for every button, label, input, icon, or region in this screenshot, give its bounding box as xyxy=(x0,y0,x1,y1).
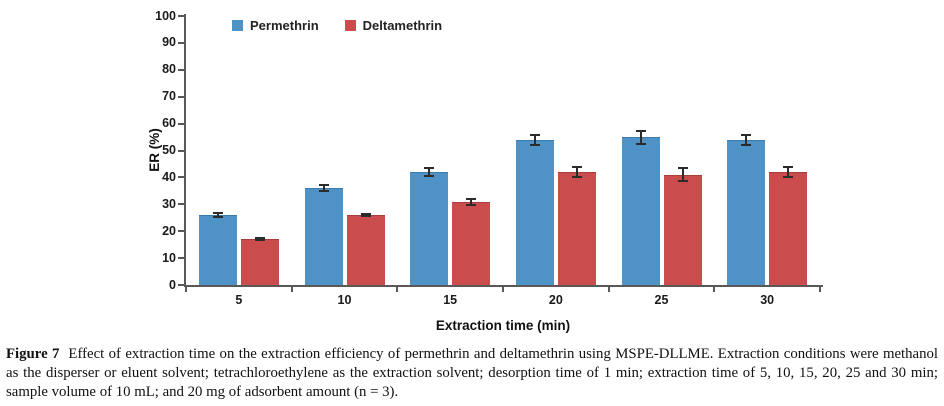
bar-permethrin-5 xyxy=(198,215,237,285)
error-bar-permethrin-15 xyxy=(424,167,435,177)
legend-item-permethrin: Permethrin xyxy=(232,18,319,33)
y-axis-tick xyxy=(178,68,184,71)
x-axis-tick xyxy=(607,287,610,292)
x-axis-tick xyxy=(502,287,504,292)
y-axis-tick xyxy=(178,284,184,286)
y-axis-tick-label: 50 xyxy=(162,143,176,157)
error-bar-permethrin-10 xyxy=(318,184,329,193)
x-axis-line xyxy=(184,285,823,287)
y-axis-tick-label: 10 xyxy=(162,250,176,265)
x-axis-tick xyxy=(819,287,821,292)
y-axis-tick-label: 40 xyxy=(162,169,176,184)
y-axis-tick xyxy=(178,203,184,206)
y-axis-tick-label: 80 xyxy=(162,62,176,77)
y-axis-tick-label: 90 xyxy=(162,35,176,50)
error-bar-permethrin-20 xyxy=(529,133,540,146)
bar-permethrin-20 xyxy=(515,139,554,285)
y-axis-tick-label: 20 xyxy=(162,223,176,238)
x-axis-tick-label: 20 xyxy=(548,293,563,307)
bar-permethrin-15 xyxy=(410,172,449,285)
x-axis-tick-label: 25 xyxy=(654,293,669,307)
x-axis-tick xyxy=(185,287,187,292)
y-axis-tick-label: 0 xyxy=(169,277,176,292)
y-axis-tick xyxy=(178,230,184,233)
x-axis-tick xyxy=(713,287,716,292)
legend-label: Permethrin xyxy=(250,18,319,33)
error-bar-deltamethrin-20 xyxy=(571,166,582,178)
error-bar-deltamethrin-25 xyxy=(677,167,688,183)
y-axis-tick xyxy=(178,15,184,17)
bar-permethrin-10 xyxy=(304,188,343,285)
y-axis-tick-label: 70 xyxy=(162,89,176,104)
x-axis-tick-label: 15 xyxy=(443,293,458,307)
bar-deltamethrin-30 xyxy=(769,172,808,285)
y-axis-tick-label: 30 xyxy=(162,196,176,211)
error-bar-permethrin-30 xyxy=(741,133,752,146)
y-axis-tick-label: 60 xyxy=(162,116,176,131)
x-axis-tick xyxy=(290,287,293,292)
error-bar-deltamethrin-15 xyxy=(466,197,477,206)
bar-deltamethrin-15 xyxy=(452,201,491,285)
y-axis-tick xyxy=(178,149,184,152)
figure-label: Figure 7 xyxy=(6,346,60,362)
figure-caption: Figure 7 Effect of extraction time on the… xyxy=(6,345,938,402)
y-axis-tick-label: 100 xyxy=(155,8,176,23)
bar-deltamethrin-25 xyxy=(663,174,702,285)
bar-deltamethrin-5 xyxy=(240,239,279,285)
legend-swatch-deltamethrin xyxy=(344,20,356,31)
y-axis-tick xyxy=(178,122,184,125)
y-axis-line xyxy=(184,14,186,286)
error-bar-permethrin-5 xyxy=(212,211,223,219)
legend-label: Deltamethrin xyxy=(362,18,443,33)
error-bar-permethrin-25 xyxy=(635,129,646,145)
error-bar-deltamethrin-30 xyxy=(783,166,794,178)
y-axis-tick xyxy=(178,95,184,98)
error-bar-deltamethrin-5 xyxy=(254,237,265,242)
bar-deltamethrin-20 xyxy=(557,172,596,285)
bar-permethrin-30 xyxy=(727,139,766,285)
x-axis-tick-label: 30 xyxy=(760,293,775,307)
legend-item-deltamethrin: Deltamethrin xyxy=(344,18,443,33)
legend-swatch-permethrin xyxy=(232,20,243,31)
plot-area: Permethrin Deltamethrin xyxy=(186,16,820,285)
x-axis-tick xyxy=(396,287,399,292)
y-axis-tick xyxy=(178,257,184,260)
legend: Permethrin Deltamethrin xyxy=(232,18,442,33)
y-axis-tick xyxy=(178,176,184,179)
error-bar-deltamethrin-10 xyxy=(360,213,371,217)
bar-deltamethrin-10 xyxy=(346,215,385,285)
x-axis-tick-label: 10 xyxy=(337,293,352,307)
caption-text: Effect of extraction time on the extract… xyxy=(6,346,939,400)
bar-permethrin-25 xyxy=(621,137,660,285)
x-axis-title: Extraction time (min) xyxy=(435,318,571,333)
x-axis-tick-label: 5 xyxy=(235,293,243,307)
y-axis-tick xyxy=(178,41,184,44)
